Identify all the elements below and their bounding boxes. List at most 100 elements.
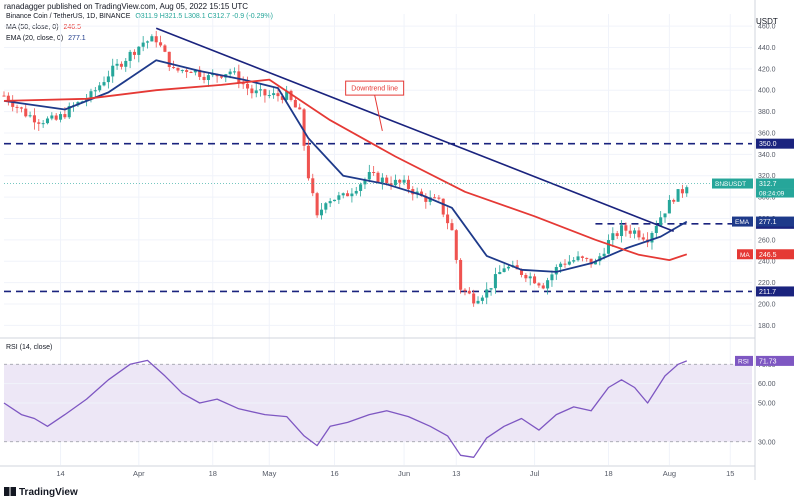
- y-tick-label: 400.0: [758, 88, 776, 95]
- candle-body: [276, 93, 280, 97]
- candle-body: [246, 83, 250, 89]
- candle-body: [41, 123, 45, 125]
- candle-body: [89, 91, 93, 100]
- level-label: 350.0: [759, 141, 777, 148]
- candle-body: [433, 197, 437, 199]
- candle-body: [559, 263, 563, 268]
- rsi-line: [3, 359, 688, 458]
- candle-body: [185, 70, 189, 73]
- candle-body: [2, 95, 6, 97]
- candle-body: [106, 76, 110, 83]
- candle-body: [685, 187, 689, 194]
- candle-body: [293, 99, 297, 108]
- candle-body: [115, 63, 119, 66]
- annotation-arrow: [374, 95, 383, 131]
- candle-body: [232, 71, 237, 73]
- candle-body: [676, 189, 680, 202]
- candle-body: [502, 268, 506, 273]
- candle-body: [393, 179, 397, 186]
- candle-body: [54, 115, 58, 120]
- rsi-tag-label: RSI: [738, 358, 749, 365]
- candle-body: [524, 274, 528, 279]
- y-tick-label: 380.0: [758, 109, 776, 116]
- candle-body: [620, 225, 624, 237]
- candle-body: [319, 209, 323, 216]
- candle-body: [528, 276, 532, 279]
- candle-body: [663, 213, 667, 218]
- candle-body: [541, 285, 545, 289]
- candle-body: [341, 193, 345, 196]
- level-badge: [756, 138, 794, 149]
- candle-body: [641, 237, 645, 240]
- ma-legend-label: MA (50, close, 0): [6, 24, 59, 31]
- axes: 180.0200.0220.0240.0260.0280.0300.0320.0…: [0, 0, 794, 480]
- series-tag: [737, 249, 753, 260]
- candle-body: [611, 233, 615, 241]
- candle-body: [589, 258, 593, 265]
- candle-body: [132, 51, 136, 55]
- y-tick-label: 300.0: [758, 195, 776, 202]
- rsi-tick-label: 50.00: [758, 401, 776, 408]
- candle-body: [498, 272, 502, 275]
- candle-body: [50, 115, 54, 119]
- candle-body: [202, 76, 206, 81]
- candle-body: [606, 240, 611, 254]
- candle-body: [637, 230, 641, 238]
- candle-body: [346, 193, 350, 197]
- candle-body: [572, 260, 576, 262]
- candle-body: [441, 198, 445, 215]
- y-tick-label: 240.0: [758, 259, 776, 266]
- candle-body: [111, 65, 115, 77]
- candle-body: [450, 223, 454, 231]
- rsi-badge: [756, 355, 794, 366]
- candle-body: [154, 36, 158, 43]
- candle-body: [254, 90, 258, 94]
- ema-legend-label: EMA (20, close, 0): [6, 35, 64, 42]
- candle-body: [124, 60, 128, 67]
- symbol-legend: Binance Coin / TetherUS, 1D, BINANCE O31…: [6, 13, 273, 20]
- price-badge-value: 312.7: [759, 181, 777, 188]
- price-badge-value: 277.1: [759, 219, 777, 226]
- candle-body: [219, 76, 223, 78]
- candle-body: [15, 106, 19, 108]
- level-label: 211.7: [759, 289, 776, 296]
- candle-body: [628, 230, 632, 234]
- candle-body: [289, 90, 293, 100]
- candle-body: [24, 108, 28, 117]
- ema-legend-value: 277.1: [68, 35, 86, 42]
- candle-body: [137, 46, 141, 55]
- candle-body: [359, 184, 363, 191]
- candle-body: [32, 115, 36, 123]
- price-badge: [756, 249, 794, 260]
- candle-body: [380, 177, 384, 183]
- candle-body: [189, 72, 193, 74]
- price-badge: [756, 216, 794, 227]
- ema-legend: EMA (20, close, 0) 277.1: [6, 35, 86, 42]
- x-tick-label: May: [262, 469, 276, 478]
- series-tag: [732, 216, 753, 227]
- candle-body: [98, 85, 102, 91]
- candle-body: [680, 189, 684, 194]
- rsi-tag: [735, 355, 753, 366]
- countdown-label: 08:24:09: [759, 191, 785, 198]
- series-tag: [712, 178, 753, 189]
- candle-body: [306, 145, 310, 179]
- candle-body: [302, 109, 306, 146]
- candle-body: [193, 69, 197, 73]
- candle-body: [419, 191, 424, 197]
- currency-label: USDT: [756, 17, 778, 26]
- candle-body: [198, 69, 202, 77]
- ma-legend: MA (50, close, 0) 246.5: [6, 24, 81, 31]
- x-tick-label: 14: [56, 469, 64, 478]
- candle-body: [650, 232, 654, 243]
- candle-body: [11, 101, 15, 107]
- candle-body: [476, 300, 480, 304]
- candle-body: [163, 45, 167, 52]
- symbol-name: Binance Coin / TetherUS, 1D, BINANCE: [6, 13, 131, 20]
- indicator-lines: [3, 59, 688, 273]
- brand-name: TradingView: [19, 487, 78, 498]
- level-badge: [756, 286, 794, 297]
